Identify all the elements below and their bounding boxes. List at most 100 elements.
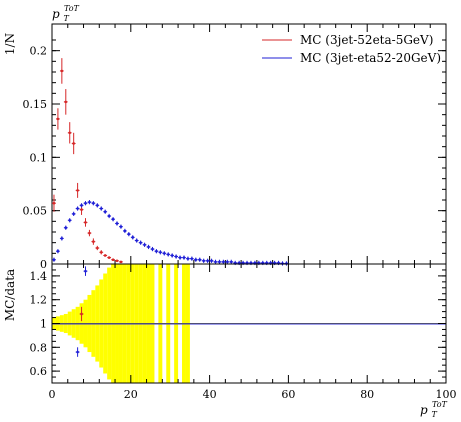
main-point-series-2 [226,260,229,264]
main-point-series-2 [178,256,182,259]
bottom-x-axis-label: p TToT [420,400,448,419]
ratio-y-tick-label: 1.2 [30,294,48,307]
main-point-series-2 [182,256,186,259]
main-point-series-1 [52,201,56,205]
main-point-series-1 [96,246,99,250]
main-point-series-2 [52,258,56,262]
top-label-text: p TToT [52,4,80,23]
main-point-series-2 [127,232,131,236]
main-point-series-2 [218,260,221,264]
main-point-series-1 [119,260,123,264]
ratio-ylabel: MC/data [3,269,17,321]
main-point-series-1 [76,189,79,192]
main-point-series-2 [147,245,150,249]
ratio-y-tick-label: 1.4 [30,270,48,283]
main-point-series-1 [115,259,119,263]
main-point-series-2 [159,250,162,254]
main-point-series-1 [68,131,72,135]
main-point-series-2 [68,218,72,222]
main-point-series-2 [92,201,95,205]
main-point-series-2 [99,207,103,210]
main-point-series-1 [60,69,64,73]
main-point-series-2 [103,210,107,214]
legend-label-series-1: MC (3jet-52eta-5GeV) [300,33,433,47]
main-point-series-2 [96,204,99,207]
main-point-series-1 [56,117,60,121]
ratio-y-tick-label: 0.6 [30,365,48,378]
main-y-axis-label: 1/N [3,33,17,55]
main-point-series-2 [174,255,178,258]
main-point-series-2 [84,201,87,205]
main-point-series-2 [115,222,119,225]
main-point-series-1 [103,254,107,257]
ratio-x-tick-label: 100 [436,388,457,401]
main-panel: 0 0.05 0.1 0.15 0.2 [23,23,447,271]
main-point-series-1 [72,142,75,145]
main-point-series-2 [155,249,158,253]
main-y-tick-label: 0 [40,258,47,271]
main-point-series-2 [222,260,225,264]
main-point-series-2 [139,241,142,244]
ratio-point-series-2 [84,269,87,273]
main-point-series-2 [206,259,209,263]
main-point-series-2 [131,236,135,239]
main-point-series-2 [210,259,213,263]
ratio-x-tick-label: 80 [360,388,374,401]
ratio-y-tick-label: 0.8 [30,341,48,354]
main-point-series-1 [111,258,115,262]
main-point-series-2 [162,252,166,255]
main-point-series-2 [166,253,170,256]
main-point-series-1 [80,208,83,211]
main-point-series-2 [80,204,83,207]
ratio-x-tick-label: 60 [281,388,295,401]
legend-label-series-2: MC (3jet-eta52-20GeV) [300,51,441,65]
main-point-series-2 [60,237,64,240]
main-point-series-2 [198,258,202,262]
main-point-series-2 [111,217,115,221]
main-point-series-2 [135,239,139,242]
legend: MC (3jet-52eta-5GeV) MC (3jet-eta52-20Ge… [262,33,441,65]
ratio-point-series-1 [80,312,83,316]
main-point-series-2 [151,247,154,251]
main-point-series-2 [202,259,205,263]
main-point-series-1 [107,256,111,259]
ratio-point-series-2 [76,350,79,354]
ratio-x-tick-label: 40 [203,388,217,401]
main-point-series-2 [56,249,60,253]
main-point-series-1 [88,231,91,235]
top-label: p TToT [52,4,80,23]
main-point-series-2 [76,207,79,210]
main-point-series-2 [190,257,194,260]
main-point-series-2 [64,226,68,230]
main-point-series-2 [72,212,75,216]
ratio-x-tick-label: 20 [124,388,138,401]
main-y-tick-label: 0.2 [30,45,48,58]
main-point-series-2 [123,229,127,233]
main-point-series-1 [92,240,95,243]
main-y-tick-label: 0.1 [30,151,48,164]
main-point-series-1 [64,100,68,104]
main-point-series-1 [84,221,87,224]
main-point-series-2 [194,258,198,262]
main-point-series-2 [170,254,174,257]
superscript: ToT [432,400,448,409]
x-axis-label-text: p TToT [420,400,448,419]
main-point-series-2 [186,257,190,260]
main-ylabel: 1/N [3,33,17,55]
ratio-panel: 0.6 0.8 1 1.2 1.4 0 20 40 60 80 100 [30,263,457,401]
main-point-series-2 [229,260,233,264]
main-point-series-2 [119,225,123,228]
main-y-tick-label: 0.15 [23,98,48,111]
ratio-x-tick-label: 0 [49,388,56,401]
subscript: T [64,14,70,23]
superscript: ToT [64,4,80,13]
ratio-y-tick-label: 1 [40,318,47,331]
main-point-series-2 [214,260,217,264]
main-point-series-2 [143,243,146,247]
main-y-tick-label: 0.05 [23,205,48,218]
subscript: T [432,410,438,419]
main-point-series-1 [99,250,103,254]
main-point-series-2 [107,214,111,218]
ratio-y-axis-label: MC/data [3,269,17,321]
